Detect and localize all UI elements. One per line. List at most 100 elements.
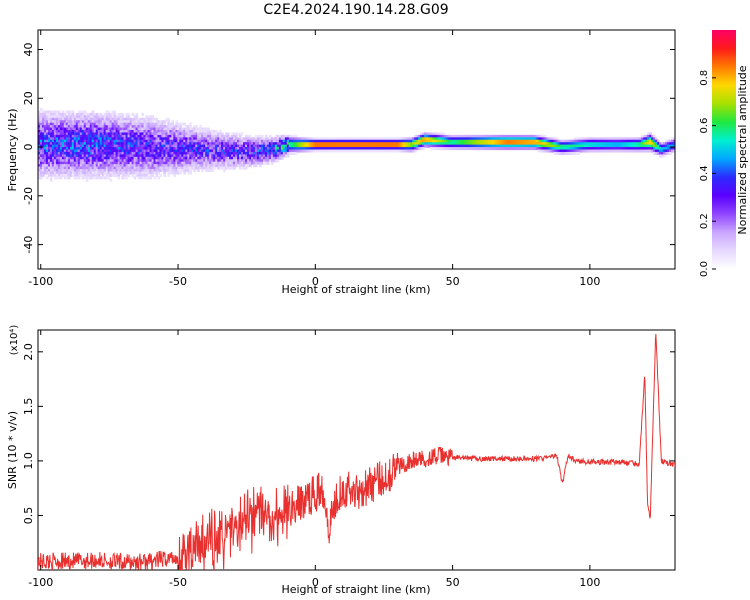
heatmap-cell <box>149 120 153 124</box>
heatmap-cell <box>101 115 105 119</box>
heatmap-cell <box>125 132 129 136</box>
heatmap-cell <box>207 127 210 131</box>
heatmap-cell <box>79 129 83 134</box>
heatmap-cell <box>272 151 276 155</box>
heatmap-cell <box>141 144 145 148</box>
heatmap-cell <box>137 176 141 180</box>
heatmap-cell <box>477 147 481 151</box>
heatmap-cell <box>225 137 228 141</box>
heatmap-cell <box>113 110 117 114</box>
heatmap-cell <box>169 159 172 163</box>
heatmap-cell <box>103 164 107 168</box>
heatmap-cell <box>549 139 553 143</box>
heatmap-cell <box>43 127 47 131</box>
heatmap-cell <box>165 117 168 121</box>
heatmap-cell <box>105 169 109 173</box>
heatmap-cell <box>123 171 127 175</box>
heatmap-cell <box>501 144 505 148</box>
heatmap-cell <box>95 147 99 151</box>
heatmap-cell <box>541 142 545 146</box>
heatmap-cell <box>47 159 51 163</box>
heatmap-cell <box>298 142 302 146</box>
heatmap-cell <box>149 173 153 177</box>
heatmap-cell <box>645 137 648 141</box>
heatmap-cell <box>135 127 139 131</box>
heatmap-cell <box>93 137 97 141</box>
heatmap-cell <box>233 134 236 138</box>
heatmap-cell <box>266 161 270 165</box>
heatmap-cell <box>199 149 202 153</box>
heatmap-cell <box>481 134 485 138</box>
heatmap-cell <box>239 166 242 170</box>
heatmap-cell <box>619 144 622 148</box>
heatmap-cell <box>456 147 459 151</box>
heatmap-cell <box>57 166 61 170</box>
heatmap-cell <box>643 144 646 148</box>
heatmap-cell <box>57 169 61 173</box>
heatmap-cell <box>177 156 180 160</box>
heatmap-cell <box>87 164 91 168</box>
heatmap-cell <box>404 137 407 141</box>
heatmap-cell <box>233 137 236 141</box>
heatmap-cell <box>99 144 103 148</box>
heatmap-cell <box>125 149 129 153</box>
colorbar-ticks: 0.00.20.40.60.8 <box>699 70 716 277</box>
heatmap-cell <box>75 125 79 129</box>
heatmap-cell <box>71 161 75 165</box>
heatmap-cell <box>587 139 590 143</box>
heatmap-cell <box>260 161 264 165</box>
heatmap-cell <box>412 147 415 151</box>
heatmap-cell <box>507 144 511 148</box>
heatmap-cell <box>153 134 157 138</box>
heatmap-cell <box>47 147 51 151</box>
heatmap-cell <box>103 125 107 129</box>
heatmap-cell <box>99 156 103 160</box>
heatmap-cell <box>145 117 149 121</box>
heatmap-cell <box>183 151 186 155</box>
heatmap-cell <box>95 171 99 175</box>
heatmap-cell <box>147 115 151 119</box>
heatmap-cell <box>93 144 97 148</box>
heatmap-cell <box>227 149 230 153</box>
heatmap-cell <box>197 134 200 138</box>
heatmap-cell <box>43 132 47 136</box>
heatmap-cell <box>167 125 170 129</box>
heatmap-cell <box>537 137 541 141</box>
heatmap-cell <box>173 154 176 158</box>
heatmap-cell <box>175 127 178 131</box>
heatmap-cell <box>129 125 133 129</box>
heatmap-cell <box>79 142 83 146</box>
heatmap-cell <box>239 159 242 163</box>
heatmap-cell <box>284 134 288 138</box>
heatmap-cell <box>264 161 268 165</box>
heatmap-cell <box>589 137 592 141</box>
heatmap-cell <box>163 144 166 148</box>
heatmap-cell <box>400 137 403 141</box>
heatmap-cell <box>111 137 115 141</box>
heatmap-cell <box>607 147 610 151</box>
heatmap-cell <box>107 151 111 155</box>
heatmap-cell <box>161 169 165 173</box>
heatmap-cell <box>161 142 165 146</box>
heatmap-cell <box>219 151 222 155</box>
heatmap-cell <box>290 149 294 153</box>
heatmap-cell <box>420 147 423 151</box>
heatmap-cell <box>535 147 539 151</box>
heatmap-cell <box>93 142 97 146</box>
heatmap-cell <box>38 122 41 126</box>
heatmap-cell <box>137 120 141 124</box>
heatmap-cell <box>280 149 284 153</box>
heatmap-cell <box>109 161 113 165</box>
heatmap-cell <box>75 149 79 153</box>
heatmap-cell <box>77 151 81 155</box>
heatmap-cell <box>639 144 642 148</box>
heatmap-cell <box>51 110 55 114</box>
heatmap-cell <box>169 156 172 160</box>
heatmap-cell <box>43 134 47 138</box>
heatmap-cell <box>233 149 236 153</box>
heatmap-cell <box>107 129 111 134</box>
heatmap-cell <box>189 127 192 131</box>
heatmap-cell <box>187 147 190 151</box>
heatmap-cell <box>101 166 105 170</box>
